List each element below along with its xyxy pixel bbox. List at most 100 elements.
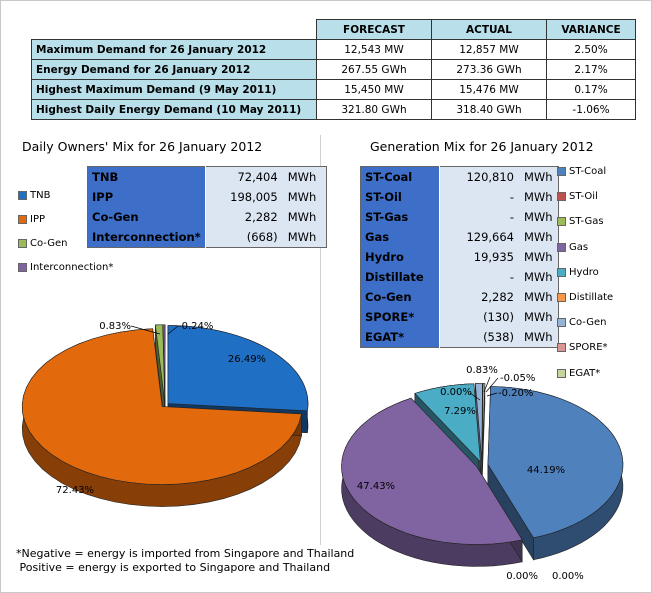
legend-swatch [557,192,566,202]
data-label-ipp: 72.43% [56,485,94,496]
generation-legend-item: ST-Oil [557,191,598,203]
table-row: EGAT* (538) MWh [360,327,559,348]
variance-cell: 2.17% [546,59,636,80]
gen-name: Hydro [360,247,440,267]
pie-slice [21,328,302,485]
panel-divider [320,135,321,545]
forecast-cell: 267.55 GWh [316,59,432,80]
gen-value: - [439,207,518,227]
gen-unit: MWh [518,267,559,287]
summary-header-forecast: FORECAST [316,19,432,40]
table-row: TNB 72,404 MWh [87,166,327,187]
legend-swatch [18,239,27,248]
owners-legend-item: Co-Gen [18,238,68,250]
generation-legend-item: Co-Gen [557,317,607,329]
row-label: Highest Daily Energy Demand (10 May 2011… [31,99,317,120]
actual-cell: 318.40 GWh [431,99,547,120]
data-label-tnb: 26.49% [228,354,266,365]
gen-unit: MWh [518,247,559,267]
gen-value: (130) [439,307,518,327]
footnote: *Negative = energy is imported from Sing… [16,547,354,575]
table-row: Highest Maximum Demand (9 May 2011) 15,4… [31,79,636,100]
generation-pie [341,383,624,567]
pie-slice [475,383,483,462]
actual-cell: 15,476 MW [431,79,547,100]
summary-header-row: FORECAST ACTUAL VARIANCE [31,19,636,40]
gen-value: (538) [439,327,518,348]
variance-cell: 2.50% [546,39,636,60]
pie-slice [341,397,523,545]
legend-swatch [18,263,27,272]
legend-swatch [557,167,566,176]
generation-legend-item: Gas [557,242,588,254]
generation-legend-item: SPORE* [557,342,608,354]
legend-label: TNB [30,190,51,201]
table-row: ST-Coal 120,810 MWh [360,166,559,187]
owner-name: TNB [87,166,206,187]
data-label-gas: 47.43% [357,481,395,492]
gen-value: 129,664 [439,227,518,247]
gen-unit: MWh [518,166,559,187]
owners-mix-table: TNB 72,404 MWh IPP 198,005 MWh Co-Gen 2,282 MW… [87,166,327,248]
table-row: SPORE* (130) MWh [360,307,559,327]
pie-slice [162,324,166,403]
row-label: Maximum Demand for 26 January 2012 [31,39,317,60]
legend-swatch [557,343,566,353]
table-row: Hydro 19,935 MWh [360,247,559,267]
gen-unit: MWh [518,287,559,307]
forecast-cell: 321.80 GWh [316,99,432,120]
table-row: Highest Daily Energy Demand (10 May 2011… [31,99,636,120]
data-label-hydro: 7.29% [444,406,476,417]
table-row: Co-Gen 2,282 MWh [87,207,327,227]
gen-name: Distillate [360,267,440,287]
footnote-line-2: Positive = energy is exported to Singapo… [16,561,331,574]
data-label-spore: -0.05% [500,373,535,384]
legend-swatch [557,217,566,227]
summary-header-blank [31,19,317,40]
gen-unit: MWh [518,227,559,247]
leader-line [130,325,161,335]
owner-value: 198,005 [205,187,282,207]
legend-swatch [557,267,566,277]
owner-value: 72,404 [205,166,282,187]
actual-cell: 12,857 MW [431,39,547,60]
table-row: Energy Demand for 26 January 2012 267.55… [31,59,636,80]
owner-name: IPP [87,187,206,207]
owner-unit: MWh [281,166,327,187]
gen-unit: MWh [518,327,559,348]
gen-value: 19,935 [439,247,518,267]
data-label-egat: -0.20% [498,388,533,399]
gen-name: Gas [360,227,440,247]
table-row: Gas 129,664 MWh [360,227,559,247]
owner-value: 2,282 [205,207,282,227]
row-label: Highest Maximum Demand (9 May 2011) [31,79,317,100]
gen-name: SPORE* [360,307,440,327]
legend-swatch [557,368,566,378]
gen-unit: MWh [518,187,559,207]
legend-label: EGAT* [569,367,601,379]
table-row: IPP 198,005 MWh [87,187,327,207]
legend-label: IPP [30,214,46,225]
owners-legend-item: TNB [18,190,50,202]
legend-swatch [18,215,27,224]
table-row: ST-Oil - MWh [360,187,559,207]
variance-cell: -1.06% [546,99,636,120]
pie-slice [414,383,481,463]
legend-label: SPORE* [569,342,608,354]
legend-label: ST-Gas [569,216,604,228]
leader-line [167,325,179,335]
pie-slice [155,324,166,403]
data-label-st-gas: 0.00% [552,571,584,582]
pie-slice [167,325,309,412]
gen-name: ST-Gas [360,207,440,227]
owners-legend-item: Interconnection* [18,262,113,274]
table-row: Maximum Demand for 26 January 2012 12,54… [31,39,636,60]
generation-legend-item: Distillate [557,292,613,304]
generation-legend-item: ST-Coal [557,166,606,178]
owners-pie [21,324,309,507]
generation-chart-title: Generation Mix for 26 January 2012 [370,139,594,154]
legend-label: Interconnection* [30,262,114,273]
gen-value: - [439,187,518,207]
data-label-cogen-gen: 0.83% [466,365,498,376]
gen-name: ST-Coal [360,166,440,187]
